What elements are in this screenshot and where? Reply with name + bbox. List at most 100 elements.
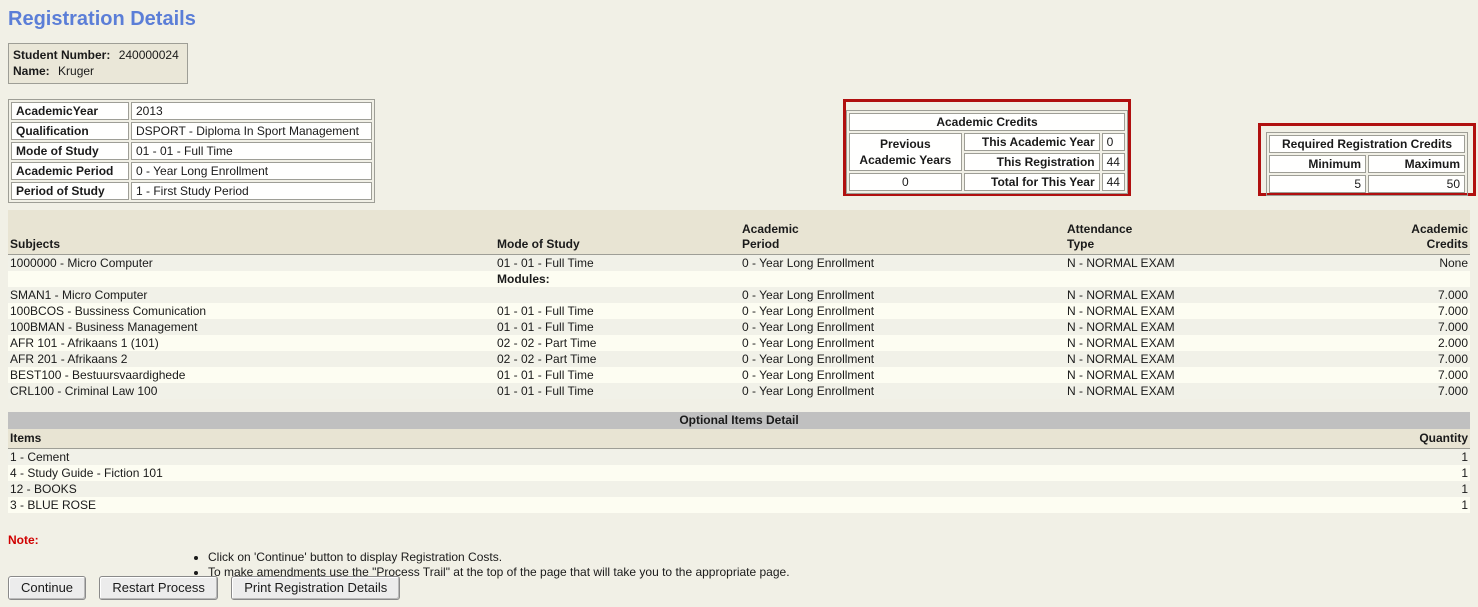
cell-period: 0 - Year Long Enrollment (740, 367, 1065, 383)
table-row: Qualification DSPORT - Diploma In Sport … (11, 122, 372, 140)
continue-button[interactable]: Continue (8, 576, 87, 600)
cell-item: 4 - Study Guide - Fiction 101 (8, 465, 1330, 481)
column-header-mode-of-study: Mode of Study (495, 210, 740, 255)
table-row: Period of Study 1 - First Study Period (11, 182, 372, 200)
maximum-value: 50 (1368, 175, 1465, 193)
cell-mode: 01 - 01 - Full Time (495, 303, 740, 319)
cell-mode: Modules: (495, 271, 740, 287)
subjects-header-row: Subjects Mode of Study Academic Period A… (8, 210, 1470, 255)
total-label: Total for This Year (963, 173, 1100, 191)
cell-attendance: N - NORMAL EXAM (1065, 287, 1332, 303)
cell-subject: 1000000 - Micro Computer (8, 254, 495, 271)
subjects-table: Subjects Mode of Study Academic Period A… (8, 210, 1470, 399)
student-name-label: Name: (13, 64, 50, 78)
cell-attendance: N - NORMAL EXAM (1065, 254, 1332, 271)
cell-credits: 7.000 (1332, 319, 1470, 335)
column-header-attendance-type: Attendance Type (1065, 210, 1332, 255)
table-row: AFR 201 - Afrikaans 2 02 - 02 - Part Time… (8, 351, 1470, 367)
cell-quantity: 1 (1330, 497, 1470, 513)
cell-credits: 7.000 (1332, 351, 1470, 367)
cell-mode (495, 287, 740, 303)
info-value: DSPORT - Diploma In Sport Management (131, 122, 372, 140)
table-row: Mode of Study 01 - 01 - Full Time (11, 142, 372, 160)
info-label: Qualification (11, 122, 129, 140)
cell-subject: SMAN1 - Micro Computer (8, 287, 495, 303)
cell-attendance: N - NORMAL EXAM (1065, 351, 1332, 367)
page-title: Registration Details (8, 8, 196, 30)
table-row: 100BCOS - Bussiness Comunication 01 - 01 … (8, 303, 1470, 319)
required-credits-title: Required Registration Credits (1269, 135, 1465, 153)
cell-credits: None (1332, 254, 1470, 271)
cell-credits: 7.000 (1332, 287, 1470, 303)
student-number-label: Student Number: (13, 48, 111, 62)
table-row: 0 Total for This Year 44 (849, 173, 1125, 191)
cell-item: 1 - Cement (8, 448, 1330, 465)
cell-credits (1332, 271, 1470, 287)
cell-attendance: N - NORMAL EXAM (1065, 383, 1332, 399)
info-value: 01 - 01 - Full Time (131, 142, 372, 160)
column-header-academic-period: Academic Period (740, 210, 1065, 255)
academic-credits-table: Academic Credits Previous Academic Years… (846, 110, 1128, 194)
cell-subject (8, 271, 495, 287)
table-row: Academic Credits (849, 113, 1125, 131)
minimum-value: 5 (1269, 175, 1366, 193)
cell-credits: 7.000 (1332, 367, 1470, 383)
cell-subject: AFR 201 - Afrikaans 2 (8, 351, 495, 367)
cell-mode: 02 - 02 - Part Time (495, 335, 740, 351)
cell-period: 0 - Year Long Enrollment (740, 254, 1065, 271)
table-row: 4 - Study Guide - Fiction 101 1 (8, 465, 1470, 481)
column-header-academic-credits: Academic Credits (1332, 210, 1470, 255)
top-section: AcademicYear 2013 Qualification DSPORT -… (0, 96, 1478, 203)
student-number-row: Student Number: 240000024 (13, 47, 179, 63)
cell-mode: 01 - 01 - Full Time (495, 367, 740, 383)
note-bullet: Click on 'Continue' button to display Re… (208, 550, 1478, 565)
table-row: CRL100 - Criminal Law 100 01 - 01 - Full … (8, 383, 1470, 399)
restart-process-button[interactable]: Restart Process (99, 576, 218, 600)
cell-mode: 01 - 01 - Full Time (495, 383, 740, 399)
cell-credits: 7.000 (1332, 383, 1470, 399)
cell-period (740, 271, 1065, 287)
previous-years-value: 0 (849, 173, 962, 191)
cell-attendance (1065, 271, 1332, 287)
student-number-value: 240000024 (118, 48, 179, 62)
minimum-label: Minimum (1269, 155, 1366, 173)
cell-item: 12 - BOOKS (8, 481, 1330, 497)
required-credits-table: Required Registration Credits Minimum Ma… (1266, 132, 1468, 196)
column-header-quantity: Quantity (1330, 429, 1470, 449)
table-row: Minimum Maximum (1269, 155, 1465, 173)
required-credits-box: Required Registration Credits Minimum Ma… (1258, 123, 1476, 196)
table-row: Previous Academic Years This Academic Ye… (849, 133, 1125, 171)
academic-credits-title: Academic Credits (849, 113, 1125, 131)
table-row: Modules: (8, 271, 1470, 287)
table-row: 12 - BOOKS 1 (8, 481, 1470, 497)
subjects-tbody: 1000000 - Micro Computer 01 - 01 - Full T… (8, 254, 1470, 399)
column-header-items: Items (8, 429, 1330, 449)
cell-mode: 01 - 01 - Full Time (495, 319, 740, 335)
table-row: AFR 101 - Afrikaans 1 (101) 02 - 02 - Par… (8, 335, 1470, 351)
optional-items-detail-bar: Optional Items Detail (8, 412, 1470, 429)
info-value: 0 - Year Long Enrollment (131, 162, 372, 180)
academic-credits-box: Academic Credits Previous Academic Years… (843, 99, 1131, 196)
info-label: AcademicYear (11, 102, 129, 120)
table-row: Academic Period 0 - Year Long Enrollment (11, 162, 372, 180)
cell-attendance: N - NORMAL EXAM (1065, 319, 1332, 335)
this-registration-value: 44 (1101, 153, 1125, 171)
note-label: Note: (8, 533, 39, 547)
cell-attendance: N - NORMAL EXAM (1065, 303, 1332, 319)
previous-years-label: Previous Academic Years (849, 133, 962, 171)
student-name-value: Kruger (58, 64, 95, 78)
cell-subject: BEST100 - Bestuursvaardighede (8, 367, 495, 383)
column-header-subjects: Subjects (8, 210, 495, 255)
cell-period: 0 - Year Long Enrollment (740, 319, 1065, 335)
table-row: 1 - Cement 1 (8, 448, 1470, 465)
print-registration-details-button[interactable]: Print Registration Details (231, 576, 401, 600)
table-row: This Registration 44 (849, 153, 1125, 171)
cell-attendance: N - NORMAL EXAM (1065, 367, 1332, 383)
optional-items-table: Items Quantity 1 - Cement 1 4 - Study Guid… (8, 429, 1470, 513)
table-row: 1000000 - Micro Computer 01 - 01 - Full T… (8, 254, 1470, 271)
info-label: Mode of Study (11, 142, 129, 160)
info-label: Period of Study (11, 182, 129, 200)
cell-subject: CRL100 - Criminal Law 100 (8, 383, 495, 399)
cell-quantity: 1 (1330, 448, 1470, 465)
